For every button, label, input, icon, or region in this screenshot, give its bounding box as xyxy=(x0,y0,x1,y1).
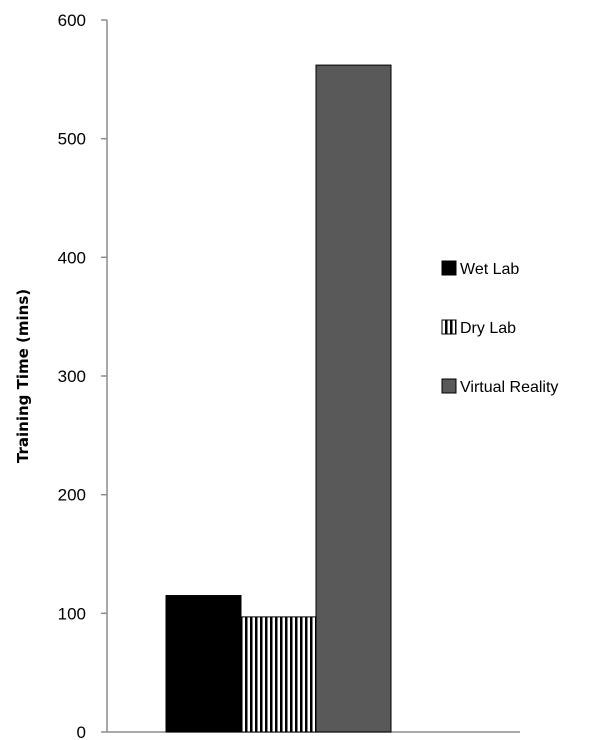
legend-label: Virtual Reality xyxy=(460,379,558,396)
y-tick-label: 400 xyxy=(58,248,86,267)
y-tick-label: 100 xyxy=(58,604,86,623)
bars-group xyxy=(165,64,392,733)
bar-virtual-reality xyxy=(315,64,392,733)
legend-swatch-dry-lab xyxy=(441,319,457,335)
bar-wet-lab xyxy=(165,595,242,733)
y-tick-label: 300 xyxy=(58,367,86,386)
y-tick-label: 0 xyxy=(77,723,86,740)
legend-swatch-wet-lab xyxy=(441,260,457,276)
y-tick-label: 600 xyxy=(58,11,86,30)
y-axis-title: Training Time (mins) xyxy=(14,289,32,463)
bar-dry-lab xyxy=(240,616,317,733)
legend-label: Dry Lab xyxy=(460,320,516,337)
legend-label: Wet Lab xyxy=(460,261,519,278)
legend: Wet Lab Dry Lab Virtual Reality xyxy=(441,260,558,396)
y-tick-label: 200 xyxy=(58,486,86,505)
y-tick-group: 0 100 200 300 400 500 600 xyxy=(58,11,107,740)
legend-swatch-virtual-reality xyxy=(441,378,457,394)
y-axis: 0 100 200 300 400 500 600 xyxy=(58,11,108,740)
y-tick-label: 500 xyxy=(58,130,86,149)
